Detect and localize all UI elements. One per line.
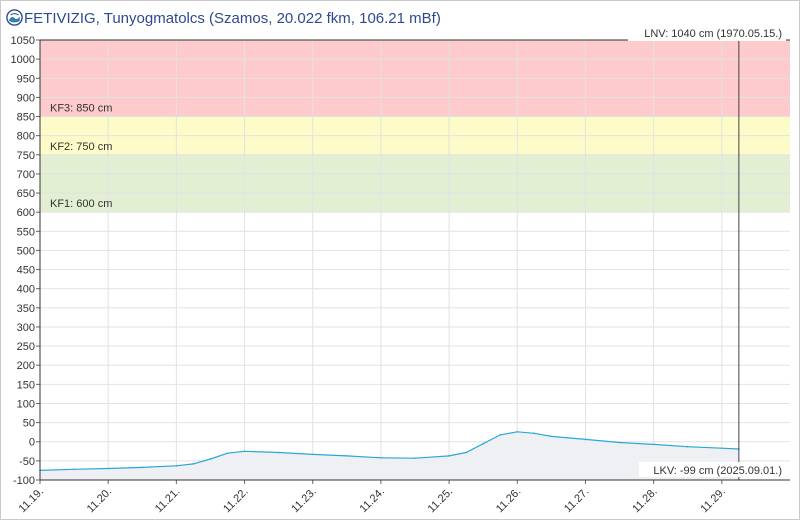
y-tick-label: -100 [13,475,35,487]
x-tick-label: 11.25. [426,486,456,516]
data-point [107,467,109,470]
y-tick-label: 550 [17,226,35,238]
data-point [73,468,75,471]
x-tick-label: 11.19. [17,486,47,516]
max-level-label: LNV: 1040 cm (1970.05.15.) [644,28,782,40]
x-tick-label: 11.23. [289,486,319,516]
min-level-label: LKV: -99 cm (2025.09.01.) [653,465,782,477]
chart-labels: KF1: 600 cm KF2: 750 cm KF3: 850 cm LNV: 10… [50,27,787,477]
max-level-label-bg [628,27,786,41]
data-point [499,434,502,436]
y-tick-label: 950 [17,73,35,85]
data-point [414,457,416,459]
y-tick-label: 850 [17,112,35,124]
data-point [380,457,382,459]
y-tick-label: 100 [17,398,35,410]
warning-zone-label-1: KF1: 600 cm [50,198,112,210]
data-point [721,447,723,450]
data-point [226,452,229,455]
y-tick-label: 200 [17,360,35,372]
data-point [465,451,467,454]
data-point [550,435,553,438]
data-point [652,443,655,446]
y-tick-label: -50 [19,456,35,468]
y-tick-label: 0 [29,437,35,449]
y-tick-label: 400 [17,284,35,296]
warning-zone-1 [40,154,790,213]
y-tick-label: 350 [17,303,35,315]
data-point [243,450,246,453]
chart-header: FETIVIZIG, Tunyogmatolcs (Szamos, 20.022… [0,0,800,40]
y-tick-label: 900 [17,92,35,104]
y-tick-label: 800 [17,131,35,143]
y-tick-label: 50 [23,418,35,430]
x-tick-label: 11.20. [85,486,115,516]
y-tick-label: 600 [17,207,35,219]
y-tick-label: 1000 [11,54,35,66]
series-area-1 [40,431,739,480]
warning-zone-label-2: KF2: 750 cm [50,141,112,153]
min-level-label-bg [639,462,787,477]
y-tick-label: 500 [17,245,35,257]
warning-zone-label-3: KF3: 850 cm [50,103,112,115]
data-point [686,445,689,448]
series-layer [39,430,740,480]
data-point [209,458,212,460]
x-tick-label: 11.28. [630,486,660,516]
x-tick-label: 11.24. [357,486,387,516]
y-tick-label: 300 [17,322,35,334]
data-point [277,451,280,454]
y-tick-label: 700 [17,169,35,181]
x-tick-label: 11.21. [153,486,183,516]
data-point [448,455,450,457]
data-point [584,438,587,441]
chart-title: FETIVIZIG, Tunyogmatolcs (Szamos, 20.022… [24,10,441,27]
data-point [192,463,195,465]
y-tick-label: 650 [17,188,35,200]
data-point [311,453,314,456]
data-point [482,442,484,445]
x-tick-label: 11.29. [698,486,728,516]
data-point [618,441,621,444]
data-point [175,465,178,467]
x-tick-label: 11.22. [221,486,251,516]
y-tick-label: 250 [17,341,35,353]
x-tick-label: 11.27. [562,486,592,516]
y-tick-label: 1050 [11,35,35,47]
y-tick-label: 750 [17,150,35,162]
y-tick-label: 150 [17,379,35,391]
data-point [141,466,144,469]
globe-logo-icon [6,9,23,26]
x-tick-label: 11.26. [494,486,524,516]
y-tick-label: 450 [17,265,35,277]
data-point [516,430,519,433]
data-point [533,432,536,435]
warning-zones [40,40,790,213]
data-point [346,455,348,457]
